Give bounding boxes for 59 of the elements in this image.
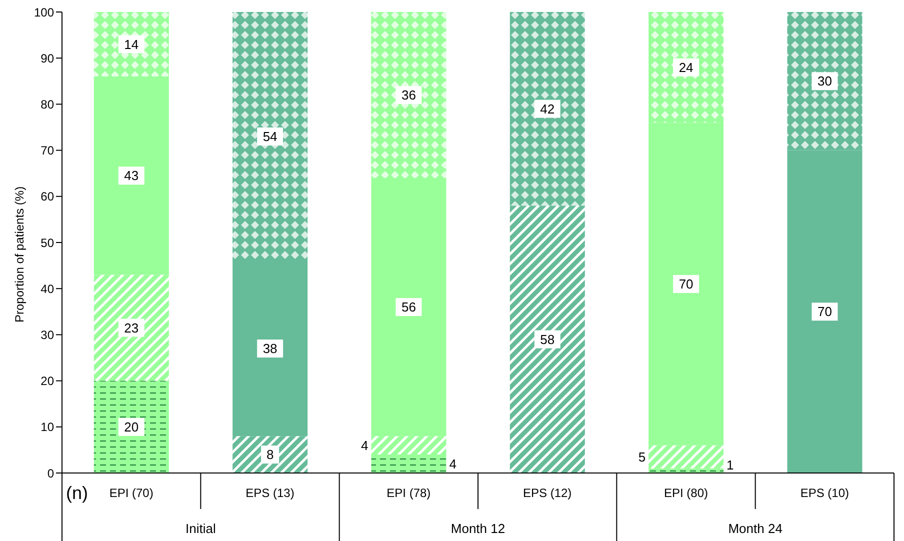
y-tick-label: 80 (40, 97, 54, 112)
y-tick-label: 90 (40, 51, 54, 66)
data-label: 5 (638, 449, 646, 464)
data-label: 58 (540, 332, 555, 347)
y-tick-label: 20 (40, 374, 54, 388)
data-label: 8 (266, 447, 274, 462)
bar (232, 436, 308, 473)
bar (371, 436, 446, 455)
bar (94, 274, 169, 381)
bar (371, 178, 446, 436)
data-label: 14 (124, 36, 139, 52)
y-tick-label: 30 (40, 328, 54, 342)
data-label: 4 (449, 456, 456, 472)
data-label: 1 (726, 458, 734, 472)
data-label: 30 (817, 74, 832, 89)
data-label: 4 (360, 438, 368, 453)
y-tick-label: 70 (40, 144, 54, 158)
data-label: 24 (678, 60, 694, 75)
data-label: 56 (401, 300, 416, 315)
bar (787, 150, 862, 473)
text: Month 24 (728, 521, 782, 536)
x-tick-label: EPS (10) (800, 486, 850, 500)
bar (371, 454, 446, 473)
y-tick-label: 0 (47, 466, 54, 480)
text: Initial (185, 521, 216, 536)
y-tick-label: 40 (40, 282, 54, 296)
data-label: 23 (124, 320, 139, 336)
y-tick-label: 10 (40, 420, 54, 434)
data-label: 70 (817, 304, 832, 320)
text: (n) (66, 483, 88, 503)
bar (648, 445, 724, 468)
data-label: 70 (678, 276, 694, 292)
x-tick-label: EPI (78) (386, 486, 431, 500)
data-label: 43 (124, 168, 139, 184)
data-label: 54 (262, 128, 278, 144)
bar (232, 260, 308, 436)
data-label: 36 (401, 87, 416, 102)
bar (94, 380, 169, 473)
bar (510, 12, 585, 206)
y-axis-title: Proportion of patients (%) (12, 186, 26, 322)
y-tick-label: 50 (40, 236, 54, 250)
bar (94, 76, 169, 275)
y-tick-label: 100 (34, 5, 54, 20)
bar (371, 12, 446, 178)
x-tick-label: EPI (80) (664, 486, 708, 500)
bar (232, 12, 308, 261)
text: Month 12 (450, 521, 506, 536)
bar (94, 12, 169, 77)
x-tick-label: EPS (13) (246, 486, 294, 500)
bar (787, 12, 862, 150)
data-label: 38 (262, 341, 278, 356)
bar (648, 12, 724, 123)
x-tick-label: EPS (12) (522, 486, 572, 500)
y-tick-label: 60 (40, 190, 54, 204)
data-label: 42 (540, 101, 555, 116)
x-tick-label: EPI (70) (109, 486, 154, 500)
bar (510, 206, 585, 473)
bar (648, 122, 724, 446)
data-label: 20 (124, 419, 139, 434)
